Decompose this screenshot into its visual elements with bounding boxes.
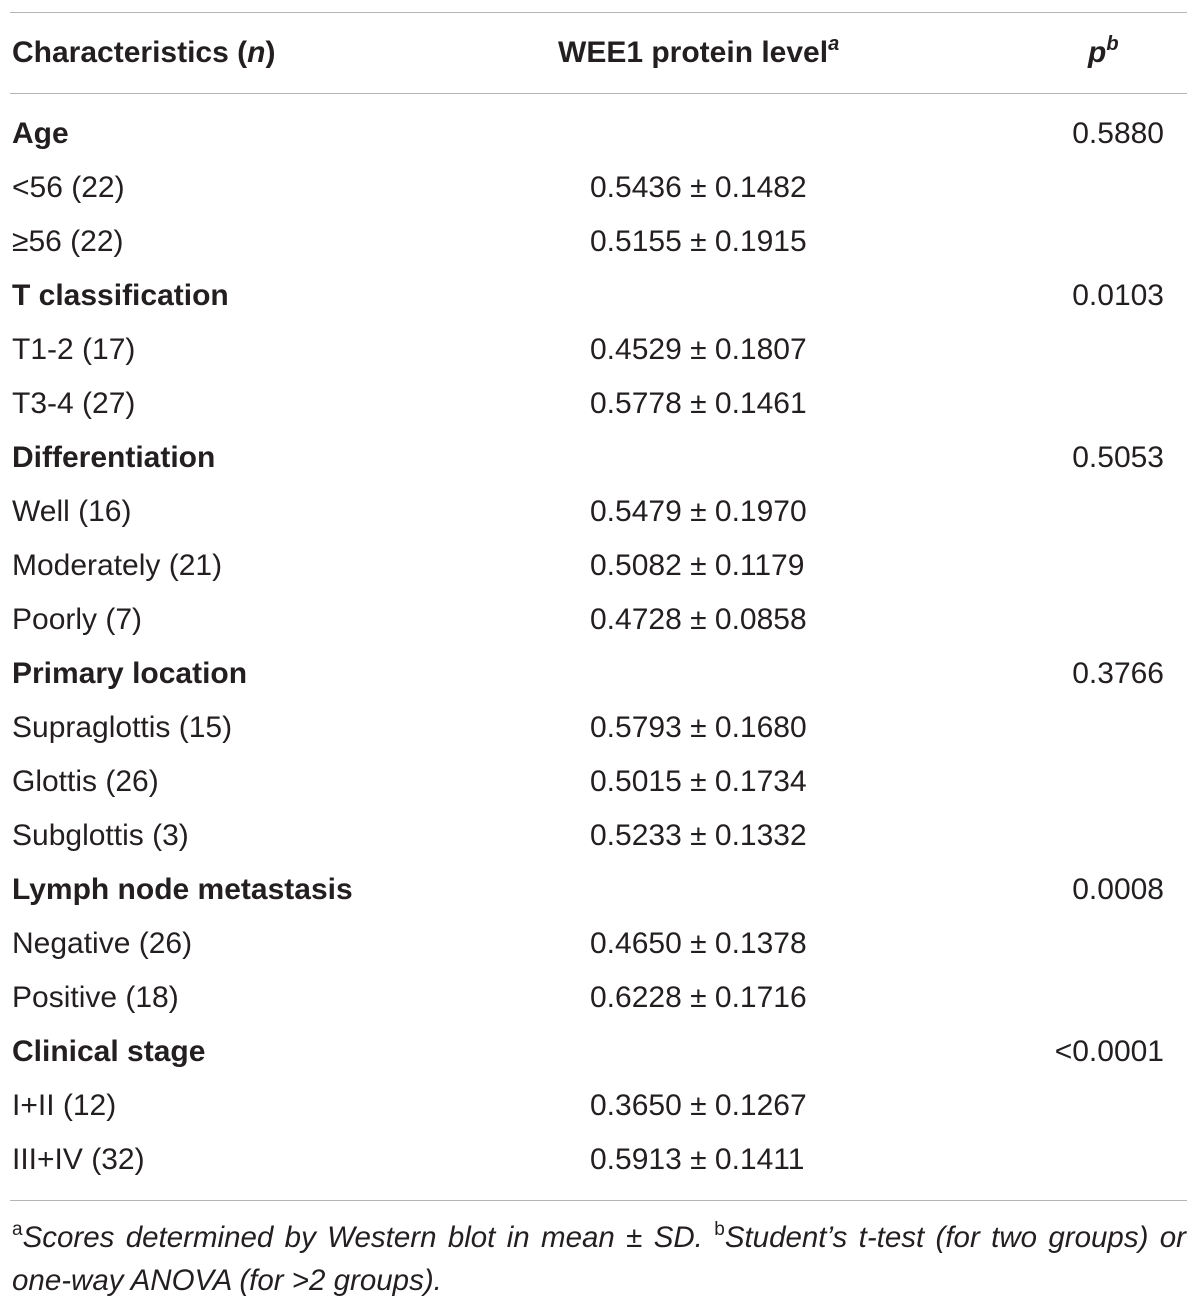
header-rule [10, 93, 1187, 94]
protein-level: 0.5436 ± 0.1482 [590, 171, 807, 204]
p-value: 0.5053 [1072, 441, 1164, 474]
top-rule [10, 12, 1187, 13]
group-label: Lymph node metastasis [12, 873, 353, 906]
header-characteristics: Characteristics (n) [12, 36, 276, 69]
protein-level: 0.3650 ± 0.1267 [590, 1089, 807, 1122]
row-label: <56 (22) [12, 171, 125, 204]
protein-level: 0.4728 ± 0.0858 [590, 603, 807, 636]
protein-level: 0.5015 ± 0.1734 [590, 765, 807, 798]
row-label: Supraglottis (15) [12, 711, 233, 744]
header-p: pb [1088, 33, 1119, 69]
row-label: I+II (12) [12, 1089, 117, 1122]
protein-level: 0.5778 ± 0.1461 [590, 387, 807, 420]
p-value: 0.3766 [1072, 657, 1164, 690]
protein-level: 0.6228 ± 0.1716 [590, 981, 807, 1014]
group-label: Clinical stage [12, 1035, 206, 1068]
protein-level: 0.5082 ± 0.1179 [590, 549, 805, 582]
protein-level: 0.5913 ± 0.1411 [590, 1143, 805, 1176]
row-label: T3-4 (27) [12, 387, 136, 420]
row-label: T1-2 (17) [12, 333, 136, 366]
group-label: Age [12, 117, 69, 150]
protein-level: 0.5233 ± 0.1332 [590, 819, 807, 852]
row-label: Glottis (26) [12, 765, 159, 798]
p-value: <0.0001 [1054, 1035, 1164, 1068]
group-label: Primary location [12, 657, 248, 690]
row-label: ≥56 (22) [12, 225, 124, 258]
protein-level: 0.5155 ± 0.1915 [590, 225, 807, 258]
protein-level: 0.5793 ± 0.1680 [590, 711, 807, 744]
row-label: Well (16) [12, 495, 132, 528]
p-value: 0.0008 [1072, 873, 1164, 906]
protein-level: 0.4650 ± 0.1378 [590, 927, 807, 960]
protein-level: 0.4529 ± 0.1807 [590, 333, 807, 366]
row-label: III+IV (32) [12, 1143, 145, 1176]
header-level: WEE1 protein levela [558, 33, 840, 69]
row-label: Subglottis (3) [12, 819, 189, 852]
row-label: Moderately (21) [12, 549, 223, 582]
p-value: 0.0103 [1072, 279, 1164, 312]
p-value: 0.5880 [1072, 117, 1164, 150]
footnote: aScores determined by Western blot in me… [12, 1219, 1186, 1297]
bottom-rule [10, 1200, 1187, 1201]
protein-level: 0.5479 ± 0.1970 [590, 495, 807, 528]
row-label: Negative (26) [12, 927, 193, 960]
row-label: Poorly (7) [12, 603, 143, 636]
group-label: T classification [12, 279, 229, 312]
row-label: Positive (18) [12, 981, 179, 1014]
group-label: Differentiation [12, 441, 216, 474]
